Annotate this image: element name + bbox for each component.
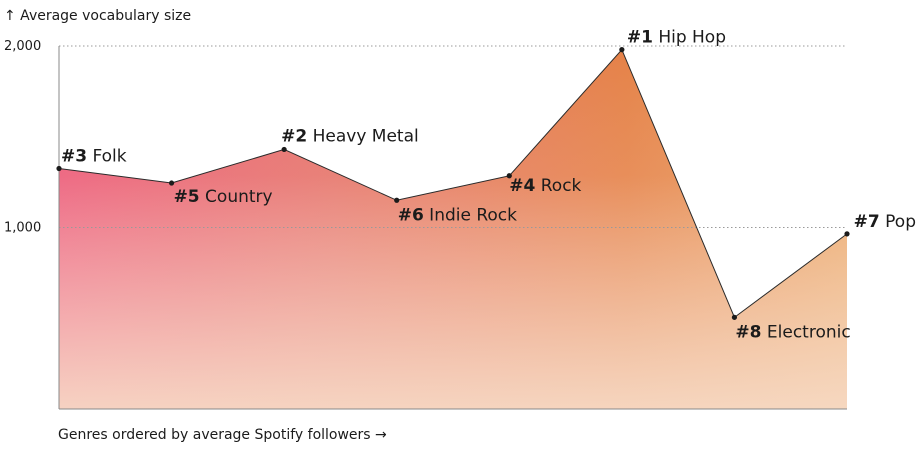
data-points <box>56 47 850 320</box>
area-fill-layer <box>59 49 847 409</box>
data-label-rank: #7 <box>854 212 880 232</box>
data-label-rank: #1 <box>627 28 653 48</box>
data-point <box>168 180 175 186</box>
data-label-rank: #5 <box>174 187 200 207</box>
data-point <box>56 165 62 172</box>
y-tick-label: 2,000 <box>4 39 41 54</box>
data-point <box>731 314 738 320</box>
axes <box>58 46 847 410</box>
data-label-genre: Pop <box>880 212 916 232</box>
y-tick-label: 1,000 <box>4 221 41 236</box>
x-axis-title: Genres ordered by average Spotify follow… <box>58 427 387 443</box>
data-label-rank: #4 <box>509 176 535 196</box>
data-label-rank: #2 <box>281 126 307 146</box>
data-label-genre: Rock <box>535 176 581 196</box>
data-label: #5 Country <box>174 187 273 207</box>
data-label: #3 Folk <box>61 147 127 167</box>
data-label: #8 Electronic <box>735 322 850 342</box>
data-label-rank: #8 <box>735 322 761 342</box>
data-label-genre: Heavy Metal <box>307 126 419 146</box>
gridlines <box>59 45 847 228</box>
data-label: #2 Heavy Metal <box>281 126 419 146</box>
data-label-genre: Country <box>200 187 273 207</box>
data-point <box>394 197 400 203</box>
data-point <box>281 146 287 153</box>
data-label-rank: #3 <box>61 147 87 167</box>
data-point <box>506 173 512 179</box>
series-line <box>58 48 848 319</box>
data-label-rank: #6 <box>398 205 424 225</box>
y-tick-labels: 2,000 1,000 <box>4 39 41 236</box>
data-label-genre: Folk <box>87 147 127 167</box>
y-axis-title: ↑ Average vocabulary size <box>4 8 191 24</box>
data-point <box>619 47 625 53</box>
data-label: #4 Rock <box>509 176 581 196</box>
data-label-genre: Indie Rock <box>424 205 517 225</box>
data-point <box>844 231 850 237</box>
data-label: #7 Pop <box>854 212 916 232</box>
area-fill-fade <box>59 49 847 409</box>
data-label-genre: Electronic <box>762 322 851 342</box>
data-label: #6 Indie Rock <box>398 205 517 225</box>
data-labels: #3 Folk #5 Country #2 Heavy Metal #6 Indie … <box>61 28 916 343</box>
series-line-layer <box>58 48 848 319</box>
data-label: #1 Hip Hop <box>627 28 726 48</box>
data-label-genre: Hip Hop <box>653 28 726 48</box>
